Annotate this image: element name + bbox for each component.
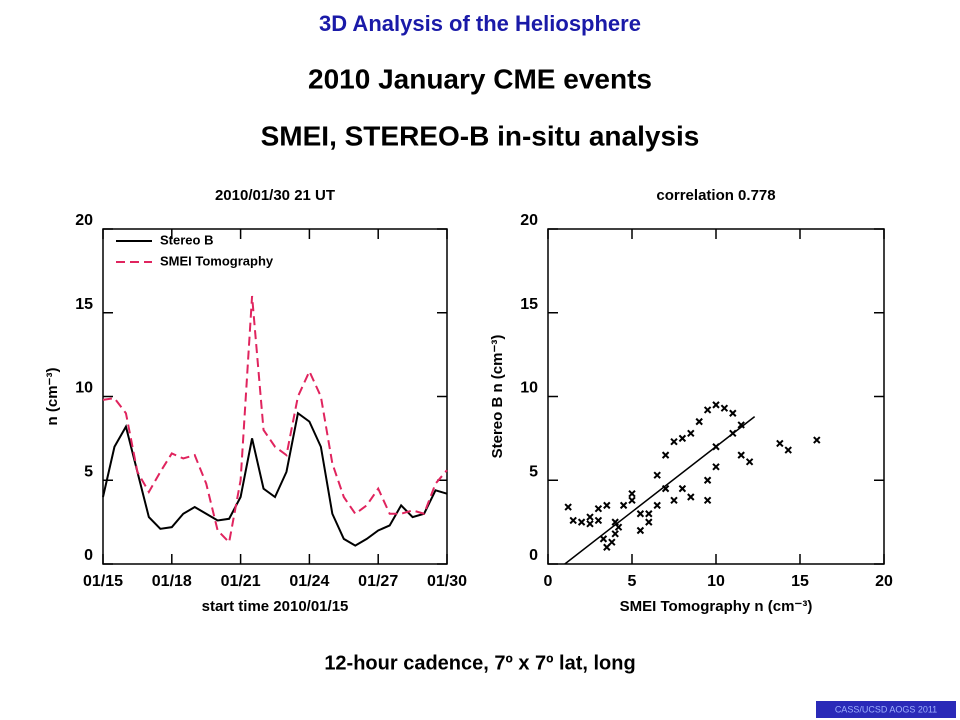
scatter-point <box>594 505 603 513</box>
scatter-point <box>678 484 687 493</box>
y-tick-label: 20 <box>75 212 93 229</box>
y-tick-label: 5 <box>84 463 93 480</box>
x-tick-label: 01/30 <box>427 573 467 590</box>
scatter-point <box>628 496 636 505</box>
y-tick-label: 15 <box>75 296 93 313</box>
legend-label: Stereo B <box>160 232 213 247</box>
y-tick-label: 20 <box>520 212 538 229</box>
scatter-point <box>737 451 745 459</box>
scatter-point <box>645 518 653 526</box>
x-tick-label: 01/27 <box>358 573 398 590</box>
scatter-point <box>712 463 720 471</box>
scatter-point <box>720 404 729 412</box>
scatter-point <box>569 516 577 525</box>
scatter-point <box>695 417 703 426</box>
scatter-point <box>619 501 628 510</box>
x-tick-label: 10 <box>707 573 725 590</box>
chart-title: 2010/01/30 21 UT <box>215 187 335 204</box>
x-tick-label: 0 <box>544 573 553 590</box>
x-axis-label: SMEI Tomography n (cm⁻³) <box>620 598 813 615</box>
scatter-point <box>703 476 712 484</box>
scatter-point <box>645 510 653 518</box>
scatter-point <box>813 436 821 444</box>
legend-label: SMEI Tomography <box>160 253 274 268</box>
y-tick-label: 10 <box>75 380 93 397</box>
slide-subtitle: SMEI, STEREO-B in-situ analysis <box>261 120 700 151</box>
x-tick-label: 5 <box>628 573 637 590</box>
scatter-point <box>614 523 623 531</box>
data-line <box>102 411 448 547</box>
x-tick-label: 15 <box>791 573 809 590</box>
scatter-point <box>670 496 678 505</box>
scatter-point <box>745 458 754 466</box>
x-tick-label: 01/24 <box>289 573 329 590</box>
scatter-point <box>603 501 611 510</box>
scatter-point <box>628 489 636 498</box>
y-axis-label: Stereo B n (cm⁻³) <box>489 335 506 459</box>
slide-subtitle: 2010 January CME events <box>308 63 652 94</box>
data-line <box>102 295 448 545</box>
scatter-point <box>687 429 695 438</box>
scatter-point <box>703 496 712 505</box>
scatter-point <box>611 530 619 538</box>
scatter-point <box>594 516 603 525</box>
plot-frame <box>547 228 885 565</box>
slide-title: 3D Analysis of the Heliosphere <box>319 11 641 36</box>
scatter-point <box>776 439 784 448</box>
caption: 12-hour cadence, 7º x 7º lat, long <box>324 652 635 674</box>
x-tick-label: 20 <box>875 573 893 590</box>
scatter-point <box>687 493 695 501</box>
scatter-point <box>653 501 661 510</box>
badge-text: CASS/UCSD AOGS 2011 <box>835 704 937 714</box>
scatter-point <box>712 401 720 409</box>
scatter-point <box>603 543 611 551</box>
x-axis-label: start time 2010/01/15 <box>202 598 349 615</box>
fit-line <box>564 416 756 565</box>
scatter-point <box>670 438 678 446</box>
scatter-point <box>608 538 616 546</box>
scatter-point <box>599 535 608 543</box>
y-tick-label: 0 <box>529 547 538 564</box>
scatter-point <box>784 446 792 454</box>
x-tick-label: 01/15 <box>83 573 123 590</box>
scatter-point <box>586 513 594 521</box>
badge <box>816 701 956 718</box>
scatter-point <box>586 520 594 528</box>
x-tick-label: 01/21 <box>221 573 261 590</box>
scatter-point <box>729 409 737 417</box>
x-tick-label: 01/18 <box>152 573 192 590</box>
scatter-point <box>653 471 661 479</box>
chart-title: correlation 0.778 <box>656 187 775 204</box>
scatter-point <box>661 451 670 459</box>
scatter-point <box>636 510 645 518</box>
y-tick-label: 10 <box>520 380 538 397</box>
scatter-point <box>703 406 712 414</box>
scatter-point <box>678 434 687 443</box>
y-tick-label: 5 <box>529 463 538 480</box>
scatter-point <box>737 421 745 429</box>
scatter-point <box>636 526 645 535</box>
y-axis-label: n (cm⁻³) <box>44 368 61 426</box>
y-tick-label: 0 <box>84 547 93 564</box>
scatter-point <box>564 503 572 511</box>
y-tick-label: 15 <box>520 296 538 313</box>
scatter-point <box>577 518 586 526</box>
